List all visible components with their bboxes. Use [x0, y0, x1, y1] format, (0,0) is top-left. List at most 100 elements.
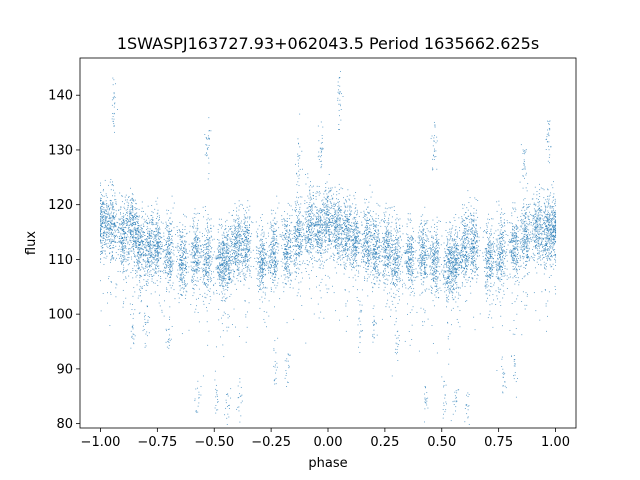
- data-point: [138, 312, 140, 314]
- data-point: [198, 321, 200, 323]
- data-point: [152, 268, 154, 270]
- data-point: [261, 229, 263, 231]
- data-point: [181, 262, 182, 263]
- data-point: [259, 266, 261, 268]
- data-point: [140, 227, 142, 228]
- data-point: [243, 260, 245, 262]
- data-point: [128, 226, 130, 228]
- data-point: [230, 264, 232, 266]
- data-point: [325, 204, 327, 206]
- data-point: [306, 260, 308, 261]
- data-point: [311, 233, 313, 235]
- data-point: [290, 258, 292, 259]
- data-point: [212, 239, 214, 241]
- data-point: [151, 275, 153, 277]
- data-point: [286, 239, 288, 241]
- data-point: [119, 257, 121, 259]
- data-point: [248, 259, 249, 261]
- data-point: [262, 259, 263, 261]
- data-point: [294, 241, 296, 243]
- data-point: [125, 227, 127, 229]
- data-point: [238, 247, 239, 249]
- data-point: [208, 257, 210, 259]
- data-point: [185, 252, 187, 254]
- data-point: [227, 252, 229, 254]
- data-point: [144, 254, 146, 256]
- data-point: [111, 231, 112, 233]
- data-point: [128, 229, 130, 231]
- data-point: [327, 222, 329, 224]
- data-point: [247, 228, 249, 230]
- data-point: [328, 233, 330, 235]
- data-point: [321, 209, 323, 211]
- data-point: [270, 272, 272, 274]
- data-point: [192, 245, 194, 247]
- data-point: [128, 275, 130, 277]
- data-point: [198, 248, 200, 250]
- data-point: [246, 237, 248, 239]
- data-point: [230, 256, 232, 258]
- data-point: [295, 204, 297, 206]
- data-point: [221, 224, 223, 226]
- data-point: [315, 251, 317, 253]
- data-point: [244, 261, 246, 263]
- data-point: [259, 250, 261, 252]
- data-point: [196, 272, 198, 274]
- data-point: [145, 238, 147, 240]
- data-point: [317, 223, 318, 225]
- data-point: [237, 232, 239, 233]
- data-point: [166, 256, 168, 258]
- data-point: [227, 236, 229, 237]
- data-point: [141, 287, 143, 289]
- data-point: [125, 297, 127, 299]
- data-point: [202, 233, 203, 235]
- data-point: [228, 263, 230, 264]
- data-point: [239, 233, 241, 235]
- data-point: [103, 233, 105, 235]
- data-point: [151, 232, 153, 234]
- data-point: [208, 237, 210, 239]
- data-point: [241, 256, 243, 258]
- data-point: [154, 231, 156, 233]
- data-point: [258, 273, 260, 275]
- data-point: [235, 243, 237, 245]
- data-point: [140, 301, 142, 303]
- data-point: [233, 262, 234, 264]
- data-point: [146, 250, 148, 252]
- data-point: [319, 267, 321, 269]
- data-point: [105, 221, 107, 223]
- data-point: [279, 298, 281, 300]
- data-point: [195, 271, 197, 273]
- data-point: [132, 218, 134, 220]
- data-point: [237, 242, 238, 244]
- data-point: [105, 219, 107, 221]
- data-point: [320, 245, 322, 247]
- data-point: [232, 214, 233, 216]
- data-point: [140, 256, 142, 258]
- data-point: [101, 242, 103, 244]
- data-point: [171, 265, 173, 267]
- data-point: [319, 252, 321, 254]
- data-point: [286, 266, 288, 268]
- data-point: [315, 238, 317, 240]
- data-point: [158, 257, 160, 259]
- data-point: [207, 276, 209, 278]
- data-point: [113, 212, 115, 214]
- data-point: [192, 295, 194, 297]
- data-point: [269, 262, 271, 264]
- data-point: [137, 263, 139, 265]
- data-point: [306, 237, 308, 239]
- data-point: [103, 232, 105, 234]
- data-point: [192, 257, 194, 259]
- data-point: [273, 240, 275, 241]
- data-point: [289, 237, 291, 239]
- data-point: [129, 209, 131, 211]
- data-point: [223, 242, 225, 244]
- data-point: [315, 221, 317, 223]
- data-point: [100, 240, 101, 242]
- data-point: [191, 267, 193, 269]
- data-point: [157, 222, 159, 224]
- data-point: [320, 218, 322, 220]
- data-point: [209, 255, 211, 256]
- data-point: [146, 257, 148, 259]
